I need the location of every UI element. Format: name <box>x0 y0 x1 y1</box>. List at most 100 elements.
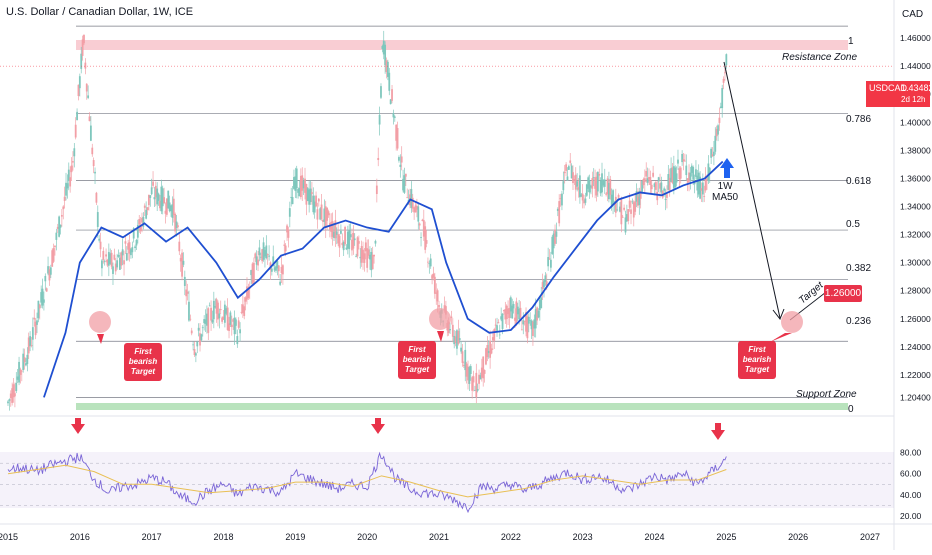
candle-body <box>514 317 516 321</box>
candle-body <box>468 367 471 384</box>
candle-body <box>145 209 148 219</box>
candle-body <box>704 176 707 191</box>
candle-body <box>214 305 217 308</box>
candle-body <box>319 208 322 220</box>
callout-first-bearish-target-3: First bearish Target <box>738 341 776 379</box>
callout-first-bearish-target-1: First bearish Target <box>124 343 162 381</box>
candle-body <box>201 327 204 329</box>
candle-body <box>192 344 195 346</box>
candle-body <box>181 252 183 277</box>
arrow-down-icon <box>711 423 725 440</box>
target-circle-2 <box>429 308 451 330</box>
candle-body <box>11 388 14 403</box>
candle-body <box>264 250 266 257</box>
candle-body <box>461 351 464 363</box>
candle-body <box>561 193 563 206</box>
candle-body <box>138 219 141 225</box>
candle-body <box>519 307 522 318</box>
resistance-zone-label: Resistance Zone <box>782 52 858 63</box>
candle-body <box>128 242 131 254</box>
candle-body <box>103 260 106 262</box>
candle-body <box>311 192 313 194</box>
candle-body <box>252 262 255 283</box>
candle-body <box>689 172 692 181</box>
symbol-price-badge[interactable]: USDCAD 1.43482 2d 12h <box>866 81 932 107</box>
candle-body <box>152 181 154 186</box>
candle-body <box>472 376 475 383</box>
candle-body <box>695 169 697 177</box>
candle-body <box>427 261 429 263</box>
candle-body <box>642 179 645 186</box>
candle-body <box>251 263 254 284</box>
candle-body <box>118 257 121 270</box>
candle-body <box>588 180 591 193</box>
candle-body <box>431 275 433 279</box>
candle-body <box>279 281 282 285</box>
candle-body <box>690 165 693 173</box>
candle-body <box>341 242 344 246</box>
callout-pointer <box>437 331 444 342</box>
candle-body <box>197 327 200 331</box>
candle-body <box>516 306 519 315</box>
candle-body <box>475 372 478 398</box>
candle-body <box>602 180 605 186</box>
candle-body <box>349 234 352 238</box>
support-zone <box>76 403 848 410</box>
candle-body <box>572 172 574 184</box>
candle-body <box>725 54 728 66</box>
candle-body <box>679 167 682 179</box>
candle-body <box>627 209 630 222</box>
rsi-tick-label: 60.00 <box>900 469 922 479</box>
candle-body <box>681 153 684 163</box>
candle-body <box>699 176 701 199</box>
fib-label-0786: 0.786 <box>846 114 872 125</box>
target-circle-1 <box>89 311 111 333</box>
candle-body <box>221 317 224 322</box>
candle-body <box>58 216 61 237</box>
candle-body <box>190 330 193 334</box>
candle-body <box>420 237 422 238</box>
candle-body <box>543 280 545 288</box>
candle-body <box>532 321 534 336</box>
candle-body <box>171 204 174 218</box>
candle-body <box>12 384 15 398</box>
candle-body <box>135 239 138 246</box>
candle-body <box>598 174 601 176</box>
candle-body <box>374 240 377 244</box>
candle-body <box>66 183 69 189</box>
candle-body <box>240 311 243 313</box>
candle-body <box>621 216 624 218</box>
candle-body <box>577 187 580 190</box>
candle-body <box>230 324 233 328</box>
candle-body <box>219 309 222 311</box>
candle-body <box>469 366 472 375</box>
candle-body <box>613 201 616 203</box>
candle-body <box>322 219 324 222</box>
candle-body <box>212 300 215 320</box>
candle-body <box>167 190 170 209</box>
candle-body <box>714 135 717 152</box>
candle-body <box>668 177 671 191</box>
candle-body <box>503 310 505 312</box>
candle-body <box>76 111 78 121</box>
candle-body <box>38 304 41 309</box>
candle-body <box>55 232 58 240</box>
candle-body <box>233 317 236 335</box>
candle-body <box>161 188 164 207</box>
candle-body <box>624 217 627 233</box>
arrow-down-icon <box>71 418 85 434</box>
candle-body <box>590 186 592 188</box>
candle-body <box>73 148 76 157</box>
candle-body <box>549 259 552 268</box>
time-tick-label: 2019 <box>285 532 305 542</box>
candle-body <box>706 178 708 180</box>
candle-body <box>635 191 638 202</box>
candle-body <box>396 128 399 149</box>
candle-body <box>415 205 418 210</box>
candle-body <box>486 344 489 358</box>
candle-body <box>179 257 182 262</box>
candle-body <box>534 309 537 329</box>
candle-body <box>400 156 403 163</box>
currency-label[interactable]: CAD <box>902 9 924 20</box>
